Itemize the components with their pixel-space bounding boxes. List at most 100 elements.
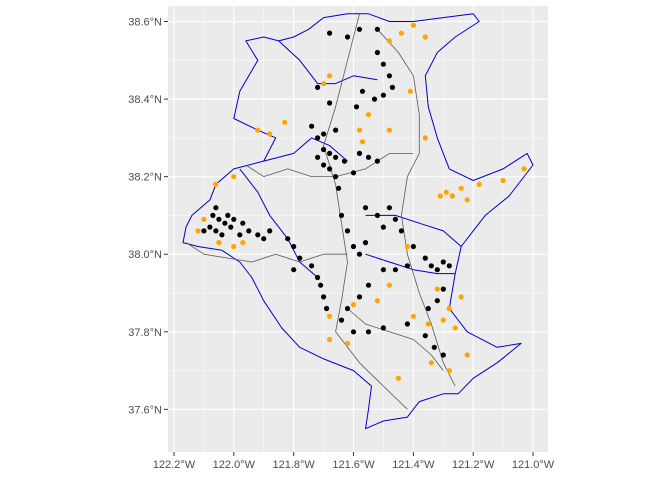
x-tick-label: 121.4°W <box>392 459 435 471</box>
orange-point <box>327 313 333 319</box>
orange-point <box>410 22 416 28</box>
orange-point <box>458 294 464 300</box>
y-tick-label: 38.2°N <box>128 172 162 184</box>
major-gridlines <box>168 6 548 452</box>
black-point <box>338 212 345 218</box>
orange-point <box>359 139 366 145</box>
black-point <box>309 123 315 129</box>
black-point <box>222 220 228 226</box>
watershed-boundary-line <box>365 214 462 247</box>
black-point <box>338 317 345 323</box>
black-point <box>440 352 446 358</box>
orange-point <box>365 112 372 118</box>
black-point <box>422 333 428 339</box>
orange-point <box>386 127 392 133</box>
black-point <box>380 61 386 67</box>
orange-point <box>422 135 428 141</box>
black-point <box>392 267 398 273</box>
y-tick-label: 38.0°N <box>128 249 162 261</box>
black-point <box>261 236 267 242</box>
black-point <box>380 92 386 98</box>
black-point <box>207 224 213 230</box>
orange-point <box>449 193 455 199</box>
black-point <box>309 263 315 269</box>
orange-point <box>434 286 440 292</box>
black-point <box>404 321 410 327</box>
black-point <box>333 174 339 180</box>
y-tick-label: 38.4°N <box>128 94 162 106</box>
district-boundaries <box>185 13 456 410</box>
black-point <box>327 30 333 36</box>
black-point <box>440 259 446 265</box>
x-tick-label: 121.6°W <box>332 459 375 471</box>
watershed-boundaries <box>182 13 534 430</box>
black-point <box>371 96 378 102</box>
black-point <box>237 232 243 238</box>
y-tick-label: 37.6°N <box>128 404 162 416</box>
watershed-boundary-line <box>263 137 348 162</box>
black-point <box>246 228 252 234</box>
black-point <box>315 274 321 281</box>
minor-gridlines <box>168 6 548 452</box>
orange-point <box>386 282 392 288</box>
orange-point <box>231 174 237 180</box>
orange-point <box>344 340 351 346</box>
black-point <box>434 298 440 304</box>
y-tick-label: 38.6°N <box>128 17 162 29</box>
orange-point <box>446 305 452 312</box>
orange-point <box>458 185 464 191</box>
orange-point <box>437 193 443 199</box>
black-point <box>291 267 297 273</box>
black-point <box>225 212 231 218</box>
orange-point <box>500 177 506 184</box>
black-point <box>213 205 219 211</box>
black-point <box>336 185 342 191</box>
black-point <box>291 243 297 250</box>
black-point <box>318 282 324 288</box>
black-point <box>321 162 327 168</box>
black-point <box>374 158 380 164</box>
black-point <box>201 228 207 234</box>
y-axis: 37.6°N 37.8°N 38.0°N 38.2°N 38.4°N 38.6°N <box>128 17 168 416</box>
black-point <box>365 329 372 335</box>
black-point <box>353 104 360 110</box>
black-point <box>213 228 219 234</box>
black-point <box>327 166 333 172</box>
district-boundary-line <box>185 242 348 263</box>
x-axis: 122.2°W 122.0°W 121.8°W 121.6°W 121.4°W 121.2… <box>153 452 555 471</box>
black-point <box>431 344 437 350</box>
orange-point <box>521 166 527 172</box>
black-point <box>422 255 428 261</box>
black-point <box>446 263 452 269</box>
district-boundary-line <box>347 308 444 371</box>
orange-point <box>282 119 288 125</box>
black-point <box>365 282 372 288</box>
black-point <box>231 216 237 222</box>
black-point <box>392 216 398 222</box>
orange-point <box>425 321 431 327</box>
orange-point <box>240 240 246 246</box>
x-tick-label: 121.2°W <box>452 459 495 471</box>
orange-point <box>440 317 446 323</box>
orange-point <box>356 127 363 133</box>
orange-point <box>374 298 380 304</box>
orange-point <box>395 375 401 381</box>
black-point <box>315 135 321 141</box>
black-point <box>374 26 380 32</box>
y-tick-label: 37.8°N <box>128 327 162 339</box>
black-point <box>404 263 410 269</box>
orange-point <box>404 243 410 250</box>
orange-point <box>201 216 207 222</box>
plot-panel <box>168 6 548 452</box>
black-points-series <box>201 26 452 358</box>
black-point <box>359 88 366 94</box>
black-point <box>356 26 363 32</box>
black-point <box>380 325 386 331</box>
orange-point <box>327 73 333 79</box>
orange-point <box>350 302 357 308</box>
black-point <box>365 154 372 160</box>
black-point <box>210 212 216 218</box>
orange-point <box>216 240 222 246</box>
black-point <box>315 154 321 160</box>
